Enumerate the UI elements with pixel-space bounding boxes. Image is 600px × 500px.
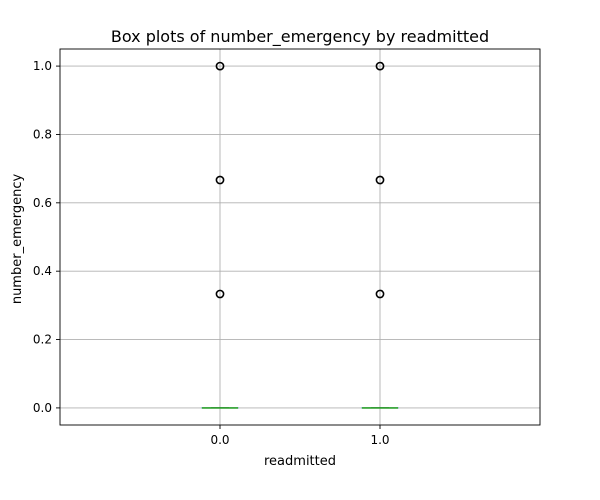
outlier-point bbox=[215, 289, 225, 299]
grid bbox=[60, 49, 540, 425]
outlier-point bbox=[215, 61, 225, 71]
x-tick-label: 1.0 bbox=[370, 433, 389, 447]
chart-title: Box plots of number_emergency by readmit… bbox=[111, 27, 489, 47]
y-tick-label: 0.4 bbox=[33, 264, 52, 278]
y-axis-label: number_emergency bbox=[10, 174, 25, 305]
y-tick-label: 1.0 bbox=[33, 59, 52, 73]
outlier-point bbox=[215, 175, 225, 185]
outlier-point bbox=[375, 175, 385, 185]
x-axis-label: readmitted bbox=[264, 454, 336, 469]
x-tick-label: 0.0 bbox=[210, 433, 229, 447]
outlier-point bbox=[375, 289, 385, 299]
outlier-point bbox=[375, 61, 385, 71]
y-tick-label: 0.6 bbox=[33, 196, 52, 210]
plot-frame bbox=[59, 48, 541, 426]
outlier-points bbox=[215, 61, 385, 299]
y-tick-label: 0.0 bbox=[33, 401, 52, 415]
axis-ticks: 0.0 0.2 0.4 0.6 0.8 1.0 0.0 1.0 bbox=[33, 59, 390, 447]
y-tick-label: 0.2 bbox=[33, 333, 52, 347]
y-tick-label: 0.8 bbox=[33, 127, 52, 141]
